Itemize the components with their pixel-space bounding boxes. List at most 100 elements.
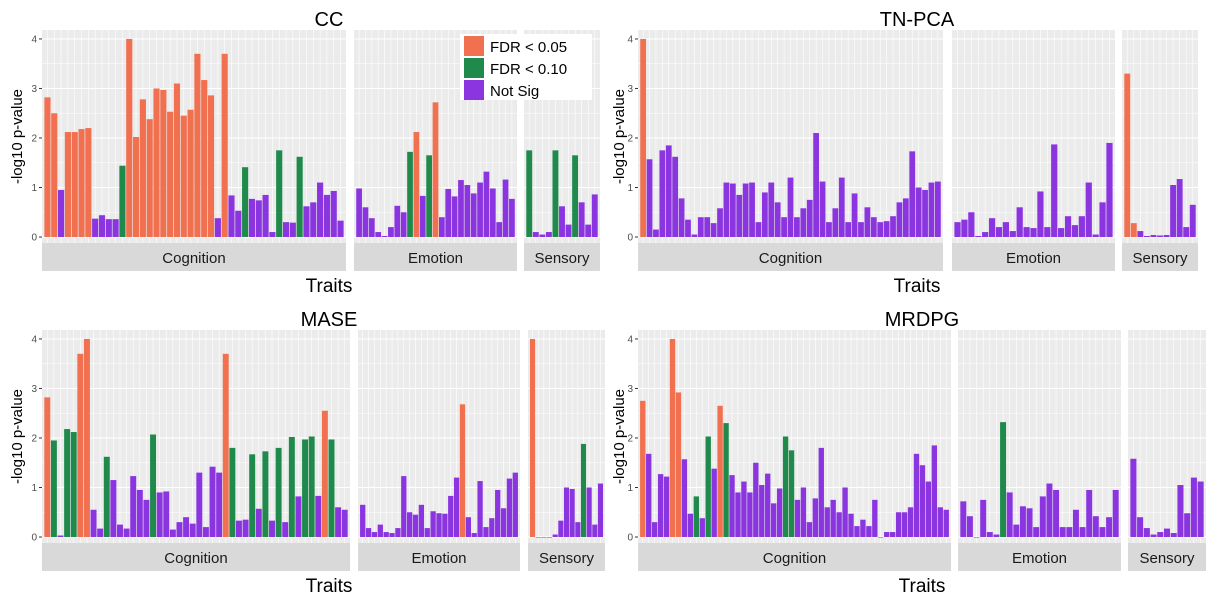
y-axis: 0 1 2 3 4 — [31, 334, 42, 544]
bar-not-sig — [1143, 236, 1150, 237]
gridlines — [528, 330, 605, 543]
y-tick-label: 1 — [627, 183, 633, 194]
bar-not-sig — [986, 532, 993, 537]
bar-not-sig — [765, 473, 771, 537]
bar-not-sig — [1092, 516, 1099, 537]
gridlines — [958, 330, 1121, 543]
bar-not-sig — [1053, 489, 1060, 537]
bar-not-sig — [901, 512, 908, 537]
bar-not-sig — [681, 459, 688, 537]
bar-not-sig — [248, 198, 256, 237]
bar-not-sig — [1177, 485, 1184, 537]
bar-not-sig — [465, 517, 471, 537]
bar-not-sig — [1150, 534, 1157, 537]
bar-not-sig — [448, 495, 454, 537]
bar-not-sig — [1189, 204, 1196, 237]
bar-not-sig — [781, 217, 787, 237]
bar-fdr-005 — [1130, 223, 1137, 237]
facet-label: Emotion — [1006, 250, 1061, 267]
bar-not-sig — [1106, 142, 1113, 237]
bar-not-sig — [565, 224, 572, 237]
bar-not-sig — [228, 195, 235, 237]
bar-not-sig — [189, 523, 196, 537]
y-tick-label: 1 — [31, 183, 37, 194]
bar-not-sig — [975, 236, 982, 237]
bar-not-sig — [819, 181, 826, 237]
bar-not-sig — [235, 210, 242, 237]
bar-not-sig — [1072, 509, 1079, 537]
facet-strip — [638, 543, 951, 571]
bar-not-sig — [818, 447, 824, 537]
bar-fdr-010 — [788, 450, 795, 537]
x-axis-label: Traits — [306, 576, 353, 597]
bar-not-sig — [1150, 235, 1157, 237]
bar-not-sig — [1197, 481, 1204, 537]
bar-not-sig — [761, 192, 768, 237]
bar-not-sig — [931, 445, 938, 537]
bar-not-sig — [1086, 489, 1093, 537]
bar-fdr-005 — [413, 132, 420, 237]
bar-not-sig — [563, 487, 570, 537]
bar-not-sig — [657, 474, 664, 537]
bar-not-sig — [1163, 235, 1170, 237]
bar-not-sig — [864, 207, 871, 237]
bar-not-sig — [90, 509, 97, 537]
y-tick-label: 0 — [31, 233, 37, 244]
y-axis-label: -log10 p-value — [611, 389, 628, 484]
bar-not-sig — [477, 182, 483, 237]
bar-not-sig — [1137, 231, 1144, 237]
chart-mrdpg: MRDPG -log10 p-value Traits Cognition Em… — [611, 309, 1206, 597]
bar-not-sig — [890, 532, 896, 537]
bar-not-sig — [430, 511, 436, 537]
facet-label: Sensory — [534, 250, 590, 267]
bar-not-sig — [913, 453, 920, 537]
bar-not-sig — [381, 236, 388, 237]
facet-label: Sensory — [539, 550, 595, 567]
bar-not-sig — [470, 193, 477, 237]
bar-fdr-010 — [64, 429, 71, 537]
bar-not-sig — [235, 520, 242, 537]
y-tick-label: 2 — [627, 433, 633, 444]
bar-not-sig — [870, 217, 877, 237]
bar-not-sig — [925, 481, 932, 537]
bar-not-sig — [1016, 207, 1023, 237]
bar-not-sig — [377, 524, 383, 537]
bar-not-sig — [813, 133, 820, 237]
bar-fdr-005 — [432, 102, 439, 237]
bar-not-sig — [532, 232, 539, 237]
bar-not-sig — [360, 504, 366, 537]
bar-not-sig — [1051, 144, 1058, 237]
y-axis-label: -log10 p-value — [9, 89, 26, 184]
facet-strip — [958, 543, 1121, 571]
bar-not-sig — [1137, 517, 1144, 537]
bar-not-sig — [1170, 185, 1177, 237]
bar-not-sig — [117, 524, 123, 537]
bar-not-sig — [735, 492, 741, 537]
bar-not-sig — [1023, 227, 1030, 237]
y-axis-label: -log10 p-value — [611, 89, 628, 184]
bar-not-sig — [794, 499, 801, 537]
bar-not-sig — [362, 207, 369, 237]
bar-not-sig — [1078, 216, 1085, 237]
bar-fdr-010 — [580, 443, 587, 537]
bar-fdr-005 — [51, 113, 58, 237]
bar-not-sig — [500, 508, 507, 537]
bar-not-sig — [1044, 227, 1051, 237]
bars — [960, 422, 1119, 538]
y-axis: 0 1 2 3 4 — [627, 334, 638, 544]
bar-not-sig — [559, 206, 565, 237]
bar-not-sig — [842, 487, 848, 537]
facet-label: Emotion — [411, 550, 466, 567]
bar-not-sig — [388, 227, 394, 237]
bar-not-sig — [954, 222, 961, 237]
bar-not-sig — [665, 145, 672, 237]
bar-not-sig — [442, 513, 448, 537]
bar-not-sig — [753, 462, 759, 537]
legend-label: FDR < 0.10 — [490, 61, 567, 78]
x-axis-label: Traits — [894, 276, 941, 297]
bar-not-sig — [787, 177, 794, 237]
bar-not-sig — [289, 222, 296, 237]
bar-not-sig — [506, 478, 513, 537]
gridlines — [638, 30, 943, 243]
